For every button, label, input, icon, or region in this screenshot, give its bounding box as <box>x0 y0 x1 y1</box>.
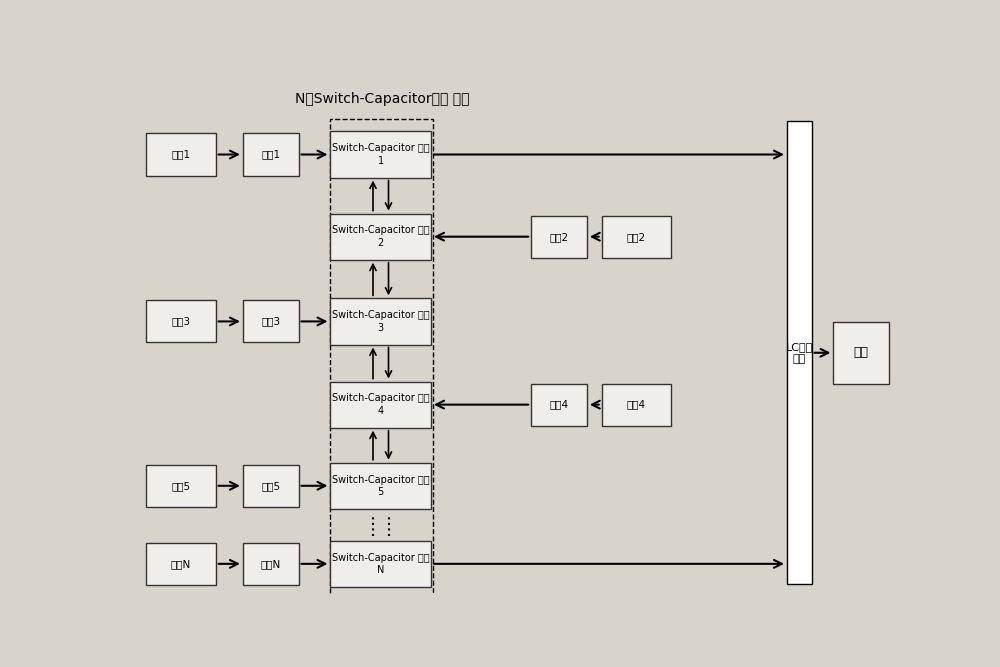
Bar <box>330 382 431 428</box>
Text: Switch-Capacitor 网络
4: Switch-Capacitor 网络 4 <box>332 394 430 416</box>
Text: 电感2: 电感2 <box>549 231 569 241</box>
Text: 供由5: 供由5 <box>171 481 190 491</box>
Bar <box>531 215 587 257</box>
Bar <box>243 133 299 175</box>
Bar <box>330 298 431 345</box>
Text: 电感3: 电感3 <box>261 316 280 326</box>
Bar <box>243 465 299 507</box>
Bar <box>146 133 216 175</box>
Text: Switch-Capacitor 网络
2: Switch-Capacitor 网络 2 <box>332 225 430 248</box>
Bar <box>602 384 671 426</box>
Text: 供由N: 供由N <box>171 559 191 569</box>
Text: Switch-Capacitor 网络
N: Switch-Capacitor 网络 N <box>332 553 430 575</box>
Text: 供由3: 供由3 <box>171 316 190 326</box>
Text: 电感5: 电感5 <box>261 481 280 491</box>
Bar <box>330 541 431 587</box>
Text: Switch-Capacitor 网络
3: Switch-Capacitor 网络 3 <box>332 310 430 333</box>
Bar <box>787 121 812 584</box>
Text: 电感1: 电感1 <box>261 149 280 159</box>
Text: Switch-Capacitor 网络
1: Switch-Capacitor 网络 1 <box>332 143 430 165</box>
Bar <box>330 213 431 260</box>
Text: 供由2: 供由2 <box>627 231 646 241</box>
Text: 电感4: 电感4 <box>549 400 569 410</box>
Bar <box>531 384 587 426</box>
Bar <box>330 463 431 509</box>
Bar <box>243 300 299 342</box>
Bar <box>146 543 216 585</box>
Text: Switch-Capacitor 网络
5: Switch-Capacitor 网络 5 <box>332 475 430 497</box>
Bar <box>833 322 889 384</box>
Text: N个Switch-Capacitor网络 并联: N个Switch-Capacitor网络 并联 <box>295 92 469 105</box>
Text: 输出: 输出 <box>854 346 869 360</box>
Bar <box>330 131 431 177</box>
Bar <box>602 215 671 257</box>
Bar <box>146 300 216 342</box>
Text: 供由4: 供由4 <box>627 400 646 410</box>
Text: 供由1: 供由1 <box>171 149 190 159</box>
Bar <box>330 119 433 600</box>
Text: LC滤波
电路: LC滤波 电路 <box>786 342 813 364</box>
Bar <box>146 465 216 507</box>
Bar <box>243 543 299 585</box>
Text: 电感N: 电感N <box>261 559 281 569</box>
